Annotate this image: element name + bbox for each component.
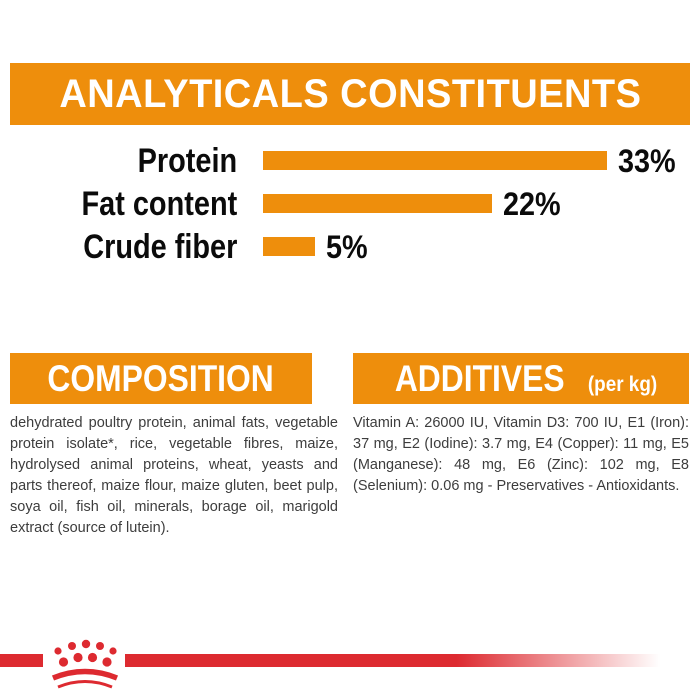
additives-header: ADDITIVES (per kg): [353, 353, 689, 404]
footer-accent-line-left: [0, 654, 43, 667]
additives-section: ADDITIVES (per kg) Vitamin A: 26000 IU, …: [353, 353, 689, 497]
composition-section: COMPOSITION dehydrated poultry protein, …: [10, 353, 338, 539]
bar-value-label: 22%: [503, 185, 561, 222]
crown-dots: [54, 639, 117, 667]
bar-label: Crude fiber: [82, 227, 237, 266]
footer-accent-line-right: [125, 654, 660, 667]
additives-subtitle: (per kg): [588, 373, 658, 396]
bar-label: Protein: [137, 141, 237, 180]
composition-header: COMPOSITION: [10, 353, 312, 404]
bar-value-label: 5%: [326, 228, 368, 265]
composition-title: COMPOSITION: [47, 358, 275, 399]
bar-label: Fat content: [81, 184, 237, 223]
royal-canin-crown-logo: [51, 639, 119, 689]
chart-row-crude-fiber: Crude fiber 5%: [10, 225, 690, 268]
chart-row-protein: Protein 33%: [10, 139, 690, 182]
composition-body: dehydrated poultry protein, animal fats,…: [10, 415, 338, 536]
crown-base-arcs: [51, 668, 119, 689]
additives-body: Vitamin A: 26000 IU, Vitamin D3: 700 IU,…: [353, 415, 689, 494]
analytical-constituents-banner: ANALYTICALS CONSTITUENTS: [10, 63, 690, 125]
bar: [263, 194, 492, 213]
chart-row-fat-content: Fat content 22%: [10, 182, 690, 225]
analytical-constituents-chart: Protein 33% Fat content 22% Crude fiber 5%: [10, 139, 690, 268]
bar: [263, 237, 315, 256]
additives-title: ADDITIVES: [394, 358, 565, 399]
bar: [263, 151, 607, 170]
banner-title: ANALYTICALS CONSTITUENTS: [58, 71, 642, 116]
bar-value-label: 33%: [618, 142, 676, 179]
